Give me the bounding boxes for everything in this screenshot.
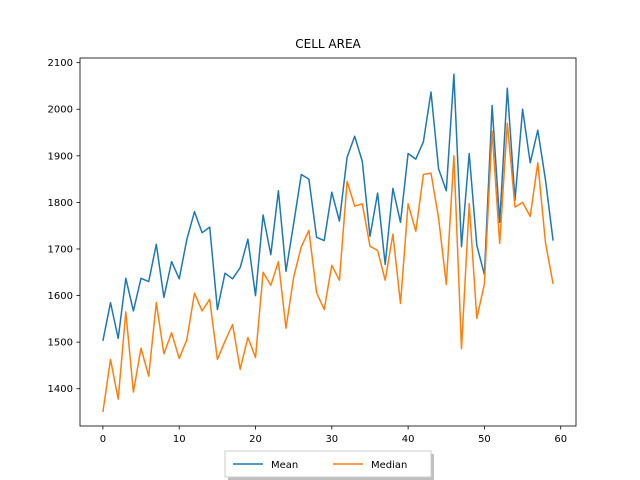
x-tick-label: 60 xyxy=(554,434,567,445)
plot-frame xyxy=(79,57,577,427)
legend-label-median: Median xyxy=(371,460,407,471)
legend: Mean Median xyxy=(224,450,434,480)
y-axis: 1400 1500 1600 1700 1800 1900 2000 2100 xyxy=(48,58,80,395)
y-tick-label: 2000 xyxy=(48,105,73,116)
series-line-mean xyxy=(102,73,554,341)
series-line-median xyxy=(102,122,554,413)
x-tick-label: 20 xyxy=(249,434,262,445)
y-tick-label: 1600 xyxy=(48,291,73,302)
chart-title: CELL AREA xyxy=(295,37,361,51)
x-tick-label: 50 xyxy=(478,434,491,445)
y-tick-label: 2100 xyxy=(48,58,73,69)
series-lines xyxy=(102,73,554,413)
y-tick-label: 1900 xyxy=(48,151,73,162)
y-tick-label: 1400 xyxy=(48,384,73,395)
legend-label-mean: Mean xyxy=(271,460,298,471)
x-axis: 0 10 20 30 40 50 60 xyxy=(100,426,567,445)
y-tick-label: 1500 xyxy=(48,338,73,349)
x-tick-label: 40 xyxy=(402,434,415,445)
y-tick-label: 1700 xyxy=(48,244,73,255)
y-tick-label: 1800 xyxy=(48,198,73,209)
x-tick-label: 10 xyxy=(173,434,186,445)
x-tick-label: 0 xyxy=(100,434,106,445)
x-tick-label: 30 xyxy=(325,434,338,445)
